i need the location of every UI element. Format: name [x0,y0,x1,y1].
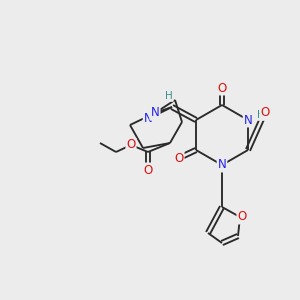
Text: N: N [244,113,252,127]
Text: H: H [257,110,265,120]
Text: O: O [218,82,226,94]
Text: O: O [126,139,136,152]
Text: H: H [165,91,173,101]
Text: N: N [144,112,152,125]
Text: O: O [237,211,247,224]
Text: N: N [151,106,159,119]
Text: N: N [151,106,159,119]
Text: O: O [260,106,270,118]
Text: N: N [218,158,226,172]
Text: O: O [174,152,184,164]
Text: O: O [143,164,153,176]
